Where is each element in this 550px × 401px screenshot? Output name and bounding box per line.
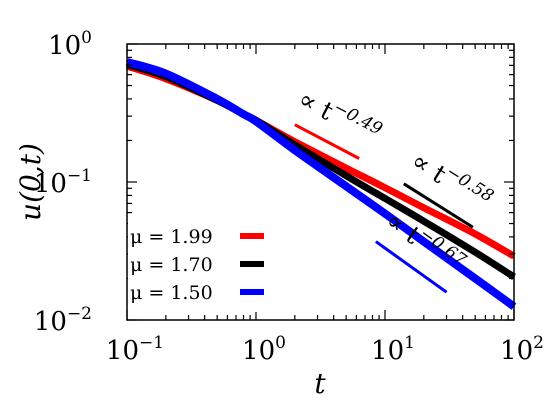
y-tick-label: 10−2 (34, 304, 92, 337)
y-tick-label: 100 (48, 28, 92, 61)
y-tick-label: 10−1 (34, 166, 92, 199)
legend-label: μ = 1.70 (130, 254, 213, 276)
x-tick-label: 101 (371, 333, 415, 366)
y-axis-label: u(0,t) (14, 143, 47, 221)
x-tick-label: 102 (500, 333, 544, 366)
legend-label: μ = 1.99 (130, 226, 213, 248)
legend: μ = 1.99 μ = 1.70 μ = 1.50 (130, 226, 264, 304)
series-curves (125, 58, 517, 310)
x-tick-label: 100 (242, 333, 286, 366)
x-axis-label: t (314, 367, 326, 400)
trend-line (294, 123, 360, 160)
legend-label: μ = 1.50 (130, 282, 213, 304)
trend-label: ∝ t−0.49 (294, 81, 386, 150)
series-line (125, 58, 517, 310)
x-tick-label: 10−1 (106, 333, 164, 366)
trend-line (403, 182, 474, 229)
axis-ticks (126, 43, 515, 321)
tick-labels: 10−1 100 101 102 10−2 10−1 100 (34, 28, 544, 366)
trend-line (375, 240, 448, 294)
trend-lines (294, 123, 474, 294)
